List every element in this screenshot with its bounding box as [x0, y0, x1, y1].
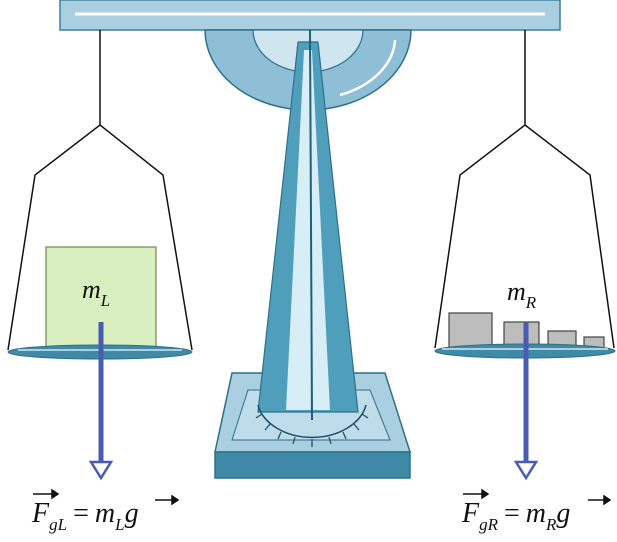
subscript: R: [525, 293, 537, 312]
symbol: m: [82, 275, 101, 304]
pivot-highlight: [339, 39, 397, 97]
left-hanger: [7, 30, 193, 351]
right-hanger: [434, 30, 615, 349]
pillar-highlight: [286, 50, 330, 410]
subscript: L: [114, 515, 124, 534]
subscript: gL: [49, 515, 67, 534]
mass: m: [95, 498, 115, 529]
right-mass-label: mR: [507, 277, 537, 312]
force: F: [31, 498, 50, 529]
vector-arrows: [33, 488, 612, 506]
base-front: [214, 451, 411, 479]
left-force-arrow: [88, 322, 114, 481]
right-weights: [448, 312, 605, 351]
right-force-arrow: [513, 322, 539, 481]
left-mass-label: mL: [82, 275, 110, 310]
mass: m: [526, 498, 546, 529]
gravity: g: [556, 498, 570, 529]
subscript: L: [100, 291, 110, 310]
scale-ticks: [255, 413, 369, 447]
pointer: [309, 29, 313, 421]
equals: =: [73, 498, 89, 529]
equals: =: [504, 498, 520, 529]
subscript: gR: [479, 515, 499, 534]
symbol: m: [507, 277, 526, 306]
gravity: g: [125, 498, 139, 529]
force: F: [461, 498, 480, 529]
left-equation: FgL = mLg: [31, 498, 139, 534]
right-equation: FgR = mRg: [461, 498, 570, 534]
scale-arc: [257, 404, 367, 439]
subscript: R: [545, 515, 557, 534]
